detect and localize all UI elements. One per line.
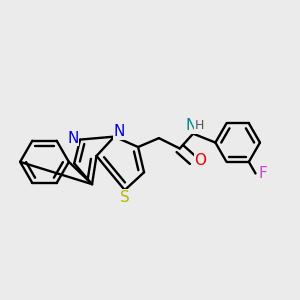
Text: F: F [259,166,267,181]
Text: N: N [67,130,78,146]
Text: N: N [186,118,197,133]
Text: H: H [195,119,204,132]
Text: N: N [114,124,125,139]
Text: S: S [120,190,130,205]
Text: O: O [194,153,206,168]
